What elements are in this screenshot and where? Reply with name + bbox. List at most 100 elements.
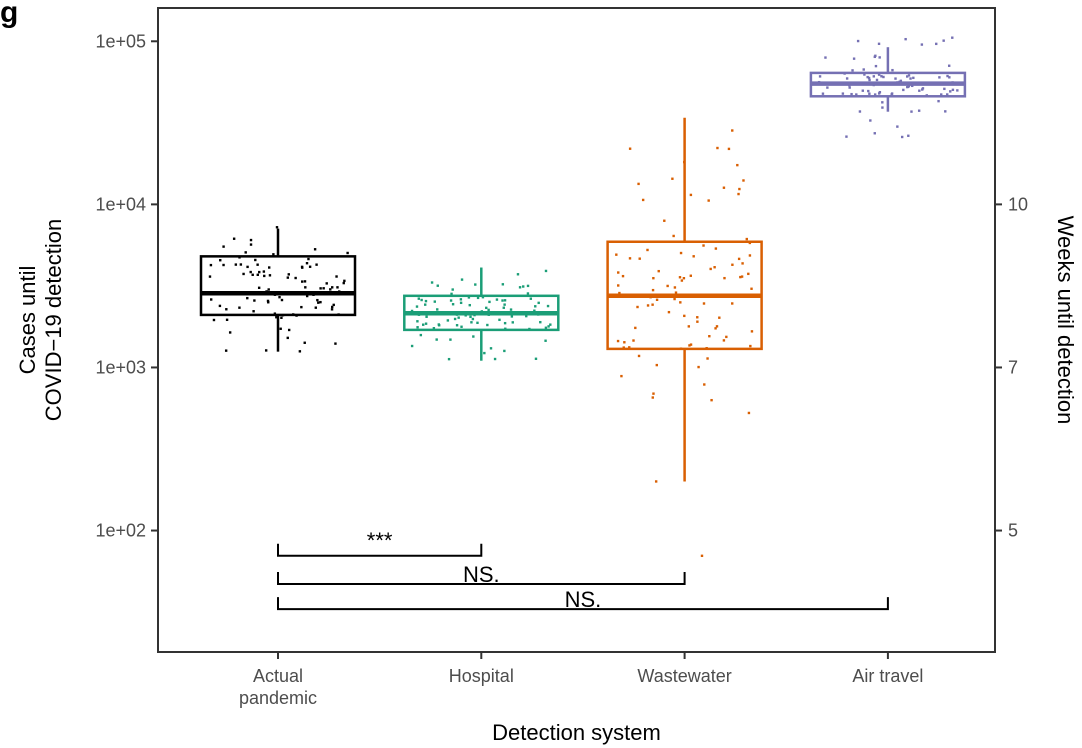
data-point [468,303,471,307]
data-point [307,257,310,261]
data-point [714,327,717,330]
data-point [881,106,884,109]
data-point [436,284,439,287]
data-point [547,325,550,328]
data-point [209,263,213,267]
data-point [742,179,745,182]
significance-bracket [277,572,686,586]
data-point [449,299,453,302]
data-point [725,335,728,339]
data-point [419,333,423,337]
data-point [303,280,307,283]
data-point [280,298,284,302]
panel-label: g [0,0,19,29]
data-point [615,253,618,256]
y2-tick-label: 10 [1008,194,1028,214]
data-point [689,193,693,197]
data-point [638,257,641,260]
data-point [620,374,623,378]
data-point [671,177,674,180]
data-point [873,93,877,96]
data-point [251,273,254,277]
data-point [437,323,440,326]
data-point [460,325,463,328]
data-point [272,253,275,256]
data-point [533,309,536,312]
data-point [652,392,655,395]
data-point [655,363,658,367]
data-point [710,398,713,402]
data-point [850,92,853,96]
data-point [826,86,829,89]
jitter-points-layer [208,36,959,558]
data-point [873,132,876,135]
data-point [539,320,542,324]
data-point [544,326,548,329]
data-point [275,226,279,229]
data-point [410,309,414,313]
data-point [707,199,710,202]
significance-label: NS. [565,587,602,612]
data-point [628,147,632,150]
data-point [476,296,480,300]
data-point [682,277,686,280]
data-point [435,338,438,341]
data-point [702,302,706,305]
data-point [920,43,924,46]
data-point [722,339,726,342]
y-tick-label: 1e+02 [95,521,146,541]
data-point [696,320,699,323]
data-point [663,219,666,222]
data-point [254,258,257,262]
data-point [264,349,268,352]
data-point [534,357,538,360]
data-point [526,284,530,288]
data-point [907,134,910,137]
data-point [687,325,691,328]
data-point [867,76,871,80]
data-point [416,320,419,323]
data-point [446,319,450,322]
y-axis-left: 1e+02 1e+03 1e+04 1e+05 [95,31,158,541]
data-point [646,248,649,252]
data-point [731,302,734,305]
data-point [325,282,328,285]
data-point [877,73,881,76]
data-point [867,89,870,93]
data-point [305,294,309,298]
data-point [457,316,460,319]
x-tick-label-line: Hospital [449,666,514,686]
data-point [947,64,951,67]
data-point [224,349,228,352]
y-axis-title-line: COVID−19 detection [41,219,66,421]
data-point [509,308,513,311]
data-point [485,306,488,310]
y2-axis-title: Weeks until detection [1053,216,1078,425]
boxes-layer [199,47,967,482]
data-point [636,305,639,309]
data-point [894,77,897,80]
data-point [322,287,325,290]
data-point [503,321,507,325]
data-point [225,308,228,311]
data-point [451,288,454,291]
data-point [869,119,872,122]
data-point [750,287,753,290]
data-point [689,274,693,277]
x-tick-label: Wastewater [637,666,731,686]
data-point [342,281,345,285]
data-point [899,79,903,83]
data-point [873,55,876,59]
data-point [907,84,911,88]
data-point [266,299,270,303]
data-point [632,339,635,342]
data-point [280,316,283,319]
data-point [425,315,428,318]
data-point [503,349,506,353]
data-point [252,310,255,313]
data-point [447,357,451,361]
data-point [503,299,507,302]
data-point [317,301,320,304]
x-tick-label: Actual pandemic [239,666,317,708]
